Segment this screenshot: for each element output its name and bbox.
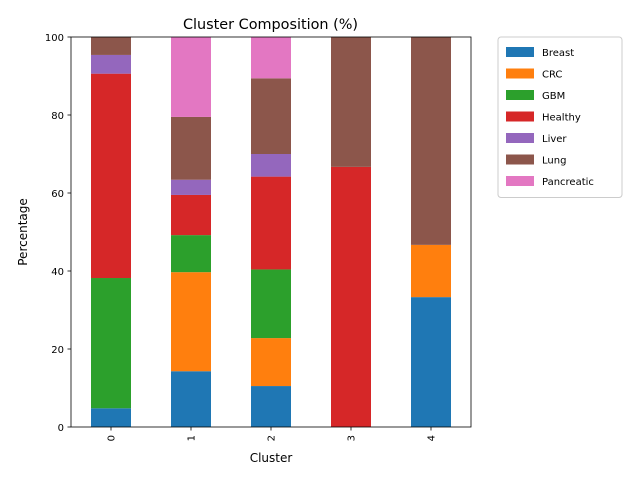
legend-swatch-liver [506, 133, 534, 143]
bar-segment-2-lung [251, 78, 291, 154]
legend-label-pancreatic: Pancreatic [542, 177, 594, 188]
bar-segment-0-liver [91, 54, 131, 74]
y-tick-label: 0 [58, 423, 64, 434]
axes-group: 0 20 40 60 80 100 0 1 2 3 4 [45, 33, 472, 441]
legend-label-healthy: Healthy [542, 113, 581, 124]
bar-segment-0-breast [91, 408, 131, 427]
bar-segment-2-liver [251, 154, 291, 177]
bar-segment-4-lung [411, 37, 451, 245]
y-tick-label: 60 [51, 189, 64, 200]
chart-title: Cluster Composition (%) [183, 17, 358, 33]
legend-swatch-healthy [506, 111, 534, 122]
bar-segment-2-crc [251, 338, 291, 387]
legend-label-lung: Lung [542, 156, 566, 167]
y-tick-label: 100 [45, 33, 64, 44]
x-axis-label: Cluster [250, 451, 293, 465]
bar-segment-1-lung [171, 116, 211, 180]
y-axis-label: Percentage [16, 198, 30, 266]
y-tick-label: 40 [51, 267, 64, 278]
y-tick-label: 80 [51, 111, 64, 122]
bar-segment-2-healthy [251, 176, 291, 270]
x-tick-label: 4 [427, 435, 438, 441]
bar-segment-1-liver [171, 179, 211, 195]
legend-swatch-gbm [506, 90, 534, 100]
bar-segment-4-crc [411, 244, 451, 298]
x-tick-label: 0 [107, 435, 118, 441]
legend-swatch-lung [506, 154, 534, 165]
legend-label-gbm: GBM [542, 91, 565, 102]
bar-segment-3-lung [331, 37, 371, 167]
bar-segment-3-healthy [331, 166, 371, 427]
y-tick-label: 20 [51, 345, 64, 356]
legend-swatch-pancreatic [506, 176, 534, 186]
legend-swatch-breast [506, 47, 534, 57]
legend-label-breast: Breast [542, 48, 574, 59]
bar-segment-0-gbm [91, 278, 131, 409]
legend: Breast CRC GBM Healthy Liver Lung Pancreatic [497, 36, 623, 198]
bar-segment-1-gbm [171, 235, 211, 273]
bars-group [91, 37, 451, 427]
bar-segment-2-breast [251, 386, 291, 427]
bar-segment-2-gbm [251, 269, 291, 339]
bar-segment-1-breast [171, 371, 211, 427]
bar-segment-2-pancreatic [251, 37, 291, 79]
x-tick-label: 3 [347, 435, 358, 441]
bar-segment-1-pancreatic [171, 37, 211, 117]
bar-segment-0-lung [91, 37, 131, 55]
bar-segment-1-healthy [171, 194, 211, 236]
legend-label-liver: Liver [542, 134, 567, 145]
x-tick-label: 2 [267, 435, 278, 441]
bar-segment-1-crc [171, 272, 211, 372]
legend-label-crc: CRC [542, 70, 562, 81]
x-tick-label: 1 [187, 435, 198, 441]
legend-swatch-crc [506, 68, 534, 79]
bar-segment-0-healthy [91, 73, 131, 279]
bar-segment-4-breast [411, 297, 451, 427]
